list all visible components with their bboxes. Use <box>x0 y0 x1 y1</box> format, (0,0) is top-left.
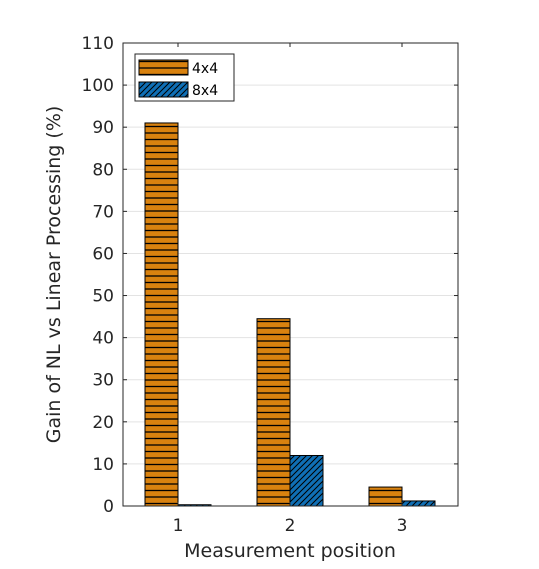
y-tick-label: 100 <box>82 76 114 96</box>
bar-8x4-pos-2 <box>289 454 324 507</box>
y-tick-label: 0 <box>103 497 114 517</box>
y-axis-title: Gain of NL vs Linear Processing (%) <box>43 106 65 444</box>
bar-4x4-pos-3 <box>368 486 403 507</box>
y-tick-label: 110 <box>82 34 114 54</box>
y-tick-label: 70 <box>92 202 114 222</box>
bar-8x4-pos-3 <box>401 500 436 507</box>
y-tick-label: 60 <box>92 244 114 264</box>
y-tick-label: 50 <box>92 287 114 307</box>
x-axis-title: Measurement position <box>184 540 396 562</box>
y-tick-label: 20 <box>92 413 114 433</box>
legend-label-8x4: 8x4 <box>192 83 218 99</box>
y-tick-label: 90 <box>92 118 114 138</box>
bar-4x4-pos-2 <box>256 318 291 507</box>
bar-4x4-pos-1 <box>144 122 179 507</box>
legend-swatch-8x4 <box>138 81 189 98</box>
legend-swatch-4x4 <box>138 59 189 76</box>
y-tick-label: 30 <box>92 371 114 391</box>
x-tick-label: 3 <box>397 516 408 536</box>
legend: 4x4 8x4 <box>134 53 235 102</box>
x-tick-label: 1 <box>173 516 184 536</box>
y-tick-label: 40 <box>92 329 114 349</box>
x-tick-label: 2 <box>285 516 296 536</box>
y-tick-label: 80 <box>92 160 114 180</box>
y-tick-label: 10 <box>92 455 114 475</box>
legend-label-4x4: 4x4 <box>192 61 218 77</box>
